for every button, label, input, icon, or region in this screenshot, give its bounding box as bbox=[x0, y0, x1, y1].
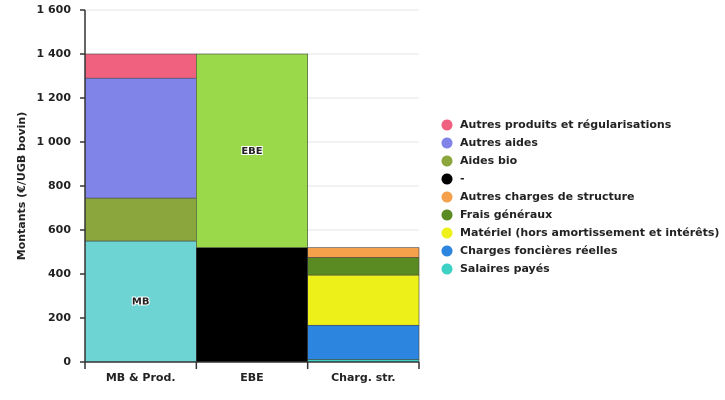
legend-marker bbox=[441, 155, 453, 167]
legend-marker bbox=[441, 191, 453, 203]
bar-segment bbox=[307, 247, 420, 258]
segment-label: MB bbox=[132, 297, 150, 308]
legend-marker bbox=[441, 245, 453, 257]
legend-label: Salaires payés bbox=[460, 262, 550, 275]
legend-label: Matériel (hors amortissement et intérêts… bbox=[460, 226, 719, 239]
y-tick-label: 600 bbox=[48, 223, 71, 236]
bar-segment bbox=[196, 247, 308, 363]
legend-label: Charges foncières réelles bbox=[460, 244, 618, 257]
y-tick-label: 0 bbox=[63, 355, 71, 368]
y-tick-label: 1 400 bbox=[37, 47, 72, 60]
legend-marker bbox=[441, 119, 453, 131]
bar-segment bbox=[84, 77, 197, 199]
y-tick-label: 200 bbox=[48, 311, 71, 324]
legend-label: - bbox=[460, 172, 465, 185]
y-tick-label: 400 bbox=[48, 267, 71, 280]
legend-marker bbox=[441, 263, 453, 275]
legend-label: Autres produits et régularisations bbox=[460, 118, 672, 131]
legend-marker bbox=[441, 209, 453, 221]
bar-segment bbox=[307, 257, 420, 276]
y-tick-label: 800 bbox=[48, 179, 71, 192]
bar-segment bbox=[196, 53, 308, 248]
legend-marker bbox=[441, 227, 453, 239]
legend-marker bbox=[441, 173, 453, 185]
y-tick-label: 1 200 bbox=[37, 91, 72, 104]
y-tick-label: 1 600 bbox=[37, 3, 72, 16]
x-tick-label: EBE bbox=[240, 371, 263, 384]
legend-marker bbox=[441, 137, 453, 149]
bar-segment bbox=[307, 324, 420, 360]
bar-segment bbox=[307, 274, 420, 326]
segment-label: EBE bbox=[241, 146, 262, 157]
y-axis-label: Montants (€/UGB bovin) bbox=[15, 112, 28, 261]
x-tick-label: Charg. str. bbox=[331, 371, 395, 384]
legend-label: Autres aides bbox=[460, 136, 538, 149]
x-tick-label: MB & Prod. bbox=[106, 371, 176, 384]
bar-segment bbox=[84, 197, 197, 242]
legend-label: Frais généraux bbox=[460, 208, 552, 221]
y-tick-label: 1 000 bbox=[37, 135, 72, 148]
legend-label: Aides bio bbox=[460, 154, 518, 167]
legend-label: Autres charges de structure bbox=[460, 190, 635, 203]
bar-segment bbox=[84, 53, 197, 79]
